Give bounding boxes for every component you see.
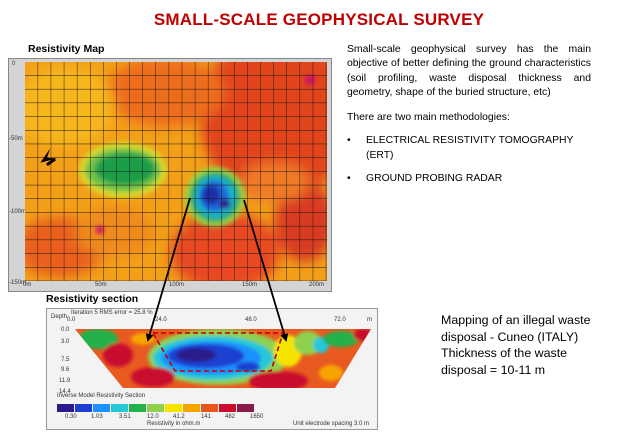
top-scale-tick: 48.0 — [245, 317, 257, 323]
description-text: Small-scale geophysical survey has the m… — [347, 43, 591, 186]
depth-tick: 3.0 — [61, 339, 70, 345]
map-x-tick: 0m — [23, 282, 32, 288]
site-note-line: Thickness of the waste — [441, 346, 568, 360]
north-arrow-icon — [40, 148, 57, 167]
bullet-icon: • — [347, 135, 351, 147]
top-scale-tick: 72.0 — [334, 317, 346, 323]
top-scale-unit: m — [367, 317, 372, 323]
slide-title: SMALL-SCALE GEOPHYSICAL SURVEY — [153, 10, 485, 29]
description-intro: Small-scale geophysical survey has the m… — [347, 44, 591, 98]
top-scale-tick: 24.0 — [155, 317, 167, 323]
method-label: GROUND PROBING RADAR — [366, 173, 503, 185]
iteration-text: Iteration 5 RMS error = 25.8 % — [71, 310, 153, 316]
depth-tick: 0.0 — [61, 327, 70, 333]
map-x-tick: 200m — [309, 282, 325, 288]
resistivity-unit: Resistivity in ohm.m — [147, 421, 201, 427]
map-y-tick: -150m — [9, 280, 27, 286]
method-item: • ELECTRICAL RESISTIVITY TOMOGRAPHY (ERT… — [347, 134, 591, 163]
method-item: • GROUND PROBING RADAR — [347, 172, 591, 186]
map-y-tick: -50m — [9, 136, 23, 142]
method-label: ELECTRICAL RESISTIVITY TOMOGRAPHY (ERT) — [366, 135, 574, 161]
depth-tick: 7.5 — [61, 357, 70, 363]
resistivity-color-legend — [57, 404, 254, 412]
depth-tick: 14.4 — [59, 389, 71, 395]
map-y-tick: 0 — [12, 61, 16, 67]
depth-tick: 9.6 — [61, 367, 70, 373]
map-y-tick: -100m — [9, 209, 27, 215]
resistivity-map-image — [25, 62, 327, 281]
map-x-tick: 50m — [95, 282, 107, 288]
legend-value: 1650 — [250, 414, 264, 420]
site-note-line: Mapping of an illegal waste — [441, 313, 591, 327]
resistivity-section-label: Resistivity section — [46, 293, 139, 305]
site-note-line: disposal = 10-11 m — [441, 362, 546, 377]
legend-value: 3.51 — [119, 414, 131, 420]
legend-value: 12.0 — [147, 414, 159, 420]
resistivity-map-field — [25, 62, 327, 281]
bullet-icon: • — [347, 173, 351, 185]
top-scale-tick: 0.0 — [67, 317, 76, 323]
legend-value: 0.30 — [65, 414, 77, 420]
resistivity-map-label: Resistivity Map — [28, 43, 105, 55]
legend-value: 41.2 — [173, 414, 185, 420]
resistivity-section-image — [75, 329, 371, 388]
legend-value: 482 — [225, 414, 236, 420]
electrode-spacing: Unit electrode spacing 3.0 m — [293, 421, 370, 427]
site-note: Mapping of an illegal waste disposal - C… — [441, 312, 631, 378]
depth-label: Depth — [51, 314, 68, 320]
map-x-tick: 150m — [242, 282, 258, 288]
resistivity-section: Depth Iteration 5 RMS error = 25.8 % 0.0… — [46, 308, 378, 430]
map-x-tick: 100m — [169, 282, 185, 288]
resistivity-map: 0 -50m -100m -150m — [8, 58, 332, 292]
methods-intro: There are two main methodologies: — [347, 112, 510, 124]
site-note-line: disposal - Cuneo (ITALY) — [441, 329, 579, 344]
model-section-title: Inverse Model Resistivity Section — [57, 393, 146, 399]
legend-value: 1.03 — [91, 414, 103, 420]
legend-value: 141 — [201, 414, 212, 420]
depth-tick: 11.9 — [59, 378, 71, 384]
